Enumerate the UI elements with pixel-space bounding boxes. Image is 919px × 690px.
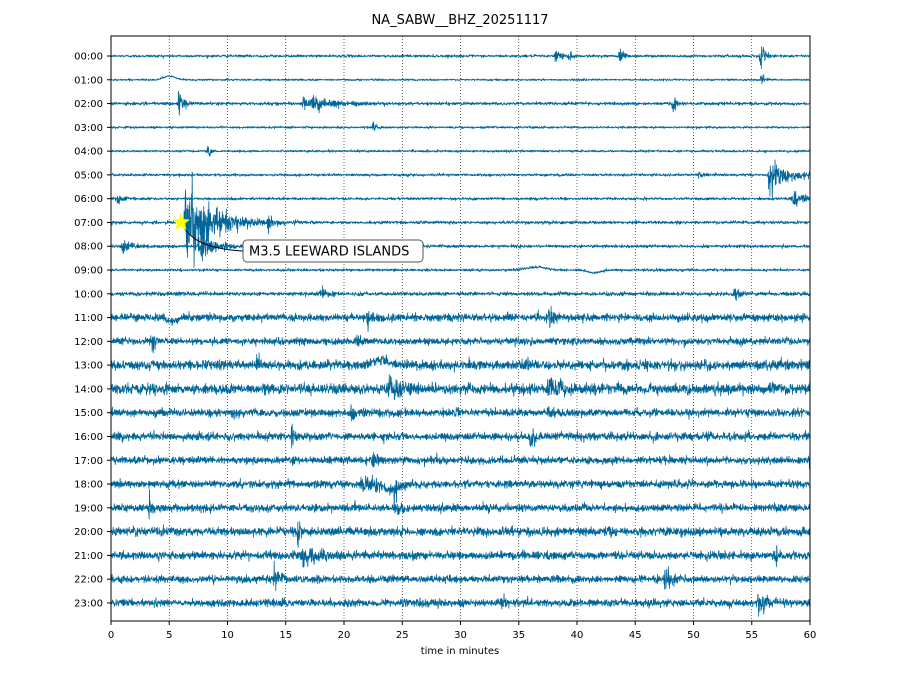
annotation-connector — [184, 228, 244, 252]
x-tick-label: 60 — [804, 630, 817, 641]
trace-line-1800 — [111, 474, 810, 505]
x-tick-label: 50 — [687, 630, 700, 641]
y-tick-label: 08:00 — [74, 242, 103, 253]
y-tick-label: 03:00 — [74, 123, 103, 134]
x-tick-label: 25 — [396, 630, 409, 641]
y-tick-label: 13:00 — [74, 361, 103, 372]
y-tick-label: 12:00 — [74, 337, 103, 348]
y-tick-label: 10:00 — [74, 289, 103, 300]
y-tick-label: 06:00 — [74, 194, 103, 205]
trace-line-1700 — [111, 452, 810, 470]
trace-line-0800 — [111, 236, 810, 262]
y-tick-label: 23:00 — [74, 598, 103, 609]
trace-line-0400 — [111, 145, 810, 157]
trace-line-1300 — [111, 352, 810, 373]
trace-line-0600 — [111, 191, 810, 207]
x-axis: 0 5 10 15 20 25 30 35 40 45 50 55 60 — [108, 621, 817, 641]
trace-line-1200 — [111, 334, 810, 354]
trace-line-0700 — [111, 171, 810, 268]
x-tick-label: 30 — [454, 630, 467, 641]
x-tick-label: 10 — [221, 630, 234, 641]
trace-line-1500 — [111, 404, 810, 422]
x-tick-label: 35 — [512, 630, 525, 641]
trace-line-1600 — [111, 423, 810, 449]
y-tick-label: 04:00 — [74, 147, 103, 158]
y-tick-label: 02:00 — [74, 99, 103, 110]
trace-line-2000 — [111, 521, 810, 548]
x-tick-label: 20 — [338, 630, 351, 641]
y-tick-label: 07:00 — [74, 218, 103, 229]
x-axis-label: time in minutes — [421, 646, 500, 657]
event-annotation: M3.5 LEEWARD ISLANDS — [171, 212, 424, 263]
trace-line-0100 — [111, 73, 810, 85]
y-tick-label: 01:00 — [74, 75, 103, 86]
trace-line-0500 — [111, 159, 810, 201]
y-tick-label: 19:00 — [74, 503, 103, 514]
x-tick-label: 45 — [629, 630, 642, 641]
trace-line-1900 — [111, 489, 810, 520]
y-tick-label: 11:00 — [74, 313, 103, 324]
trace-line-1000 — [111, 285, 810, 301]
y-tick-label: 09:00 — [74, 266, 103, 277]
trace-line-0900 — [111, 265, 810, 274]
trace-line-2300 — [111, 593, 810, 617]
y-tick-label: 14:00 — [74, 384, 103, 395]
trace-group — [111, 46, 810, 617]
y-tick-label: 15:00 — [74, 408, 103, 419]
x-tick-label: 0 — [108, 630, 114, 641]
y-axis: 00:00 01:00 02:00 03:00 04:00 05:00 06:00 07:00… — [74, 52, 111, 609]
y-tick-label: 18:00 — [74, 480, 103, 491]
x-tick-label: 40 — [571, 630, 584, 641]
y-tick-label: 22:00 — [74, 575, 103, 586]
x-tick-label: 5 — [166, 630, 172, 641]
annotation-label: M3.5 LEEWARD ISLANDS — [249, 245, 409, 260]
x-tick-label: 15 — [279, 630, 292, 641]
y-tick-label: 00:00 — [74, 52, 103, 63]
y-tick-label: 21:00 — [74, 551, 103, 562]
trace-line-0000 — [111, 46, 810, 70]
trace-line-0300 — [111, 121, 810, 132]
y-tick-label: 20:00 — [74, 527, 103, 538]
y-tick-label: 05:00 — [74, 170, 103, 181]
chart-title: NA_SABW__BHZ_20251117 — [371, 13, 548, 28]
y-tick-label: 17:00 — [74, 456, 103, 467]
trace-line-2200 — [111, 560, 810, 592]
trace-line-1100 — [111, 305, 810, 333]
annotation-box — [242, 239, 424, 263]
y-tick-label: 16:00 — [74, 432, 103, 443]
trace-line-0200 — [111, 90, 810, 116]
trace-line-1400 — [111, 374, 810, 401]
x-tick-label: 55 — [745, 630, 758, 641]
event-star-marker — [171, 212, 191, 231]
trace-line-2100 — [111, 545, 810, 568]
